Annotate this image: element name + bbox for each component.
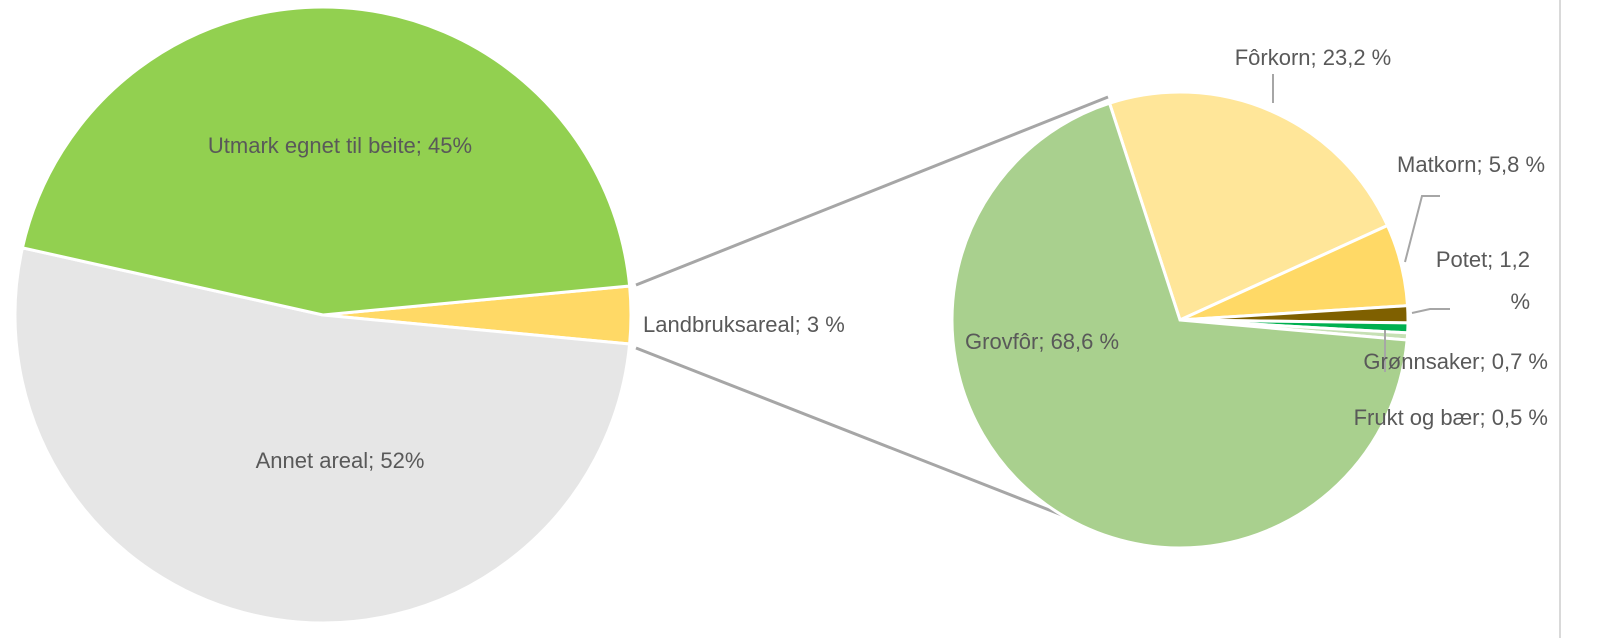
pie-slice	[13, 246, 632, 625]
data-label: Potet; 1,2 %	[1435, 247, 1530, 314]
data-label: Grønnsaker; 0,7 %	[1363, 349, 1548, 374]
data-label: Frukt og bær; 0,5 %	[1353, 405, 1548, 430]
slices	[13, 5, 1410, 625]
data-label: Grovfôr; 68,6 %	[965, 329, 1120, 354]
pie-slice	[20, 5, 632, 317]
pie-slice	[950, 101, 1409, 550]
data-label: Landbruksareal; 3 %	[643, 312, 845, 337]
pie-slice	[1107, 90, 1390, 323]
connector-line	[635, 95, 1109, 287]
leader-line	[1404, 195, 1440, 263]
connector-line	[635, 346, 1091, 528]
data-label: Annet areal; 52%	[255, 448, 425, 473]
leader-lines	[1272, 74, 1450, 372]
data-label: Matkorn; 5,8 %	[1397, 152, 1545, 177]
connectors	[635, 95, 1109, 528]
data-label: Utmark egnet til beite; 45%	[207, 133, 473, 158]
leader-line	[1411, 308, 1450, 314]
data-label: Fôrkorn; 23,2 %	[1234, 45, 1392, 70]
